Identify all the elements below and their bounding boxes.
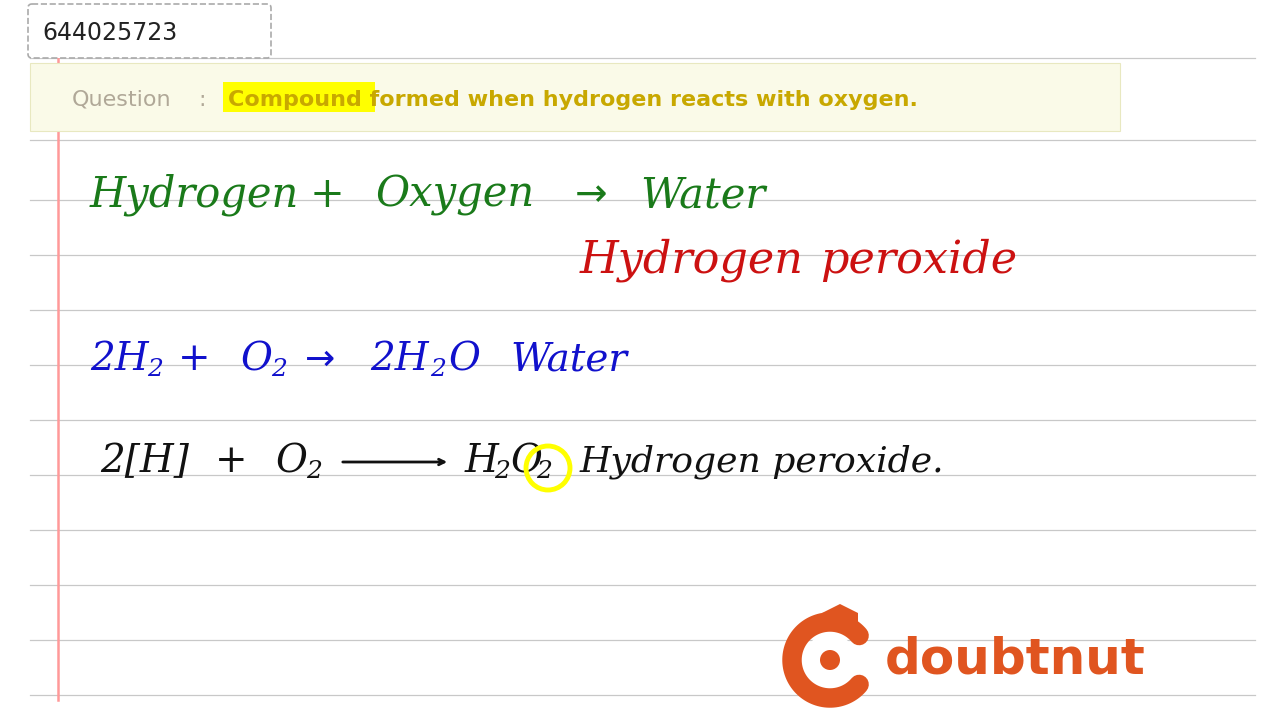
- Text: 2H: 2H: [90, 341, 148, 379]
- Text: O: O: [448, 341, 480, 379]
- FancyBboxPatch shape: [822, 613, 858, 623]
- Text: →: →: [305, 343, 335, 377]
- FancyBboxPatch shape: [28, 4, 271, 58]
- Text: 2: 2: [306, 461, 321, 484]
- Text: 2: 2: [494, 461, 509, 484]
- Text: Water: Water: [509, 341, 627, 379]
- Text: 2H: 2H: [370, 341, 429, 379]
- Text: 644025723: 644025723: [42, 21, 177, 45]
- Text: H: H: [465, 444, 499, 480]
- Text: 2: 2: [536, 461, 552, 484]
- Text: Hydrogen: Hydrogen: [90, 174, 300, 216]
- Text: doubtnut: doubtnut: [884, 636, 1146, 684]
- Circle shape: [820, 650, 840, 670]
- Text: Compound formed when hydrogen reacts with oxygen.: Compound formed when hydrogen reacts wit…: [228, 90, 918, 110]
- Text: +: +: [310, 174, 344, 216]
- Text: 2[H]: 2[H]: [100, 444, 189, 480]
- Text: Hydrogen: Hydrogen: [580, 238, 804, 282]
- Text: :: :: [198, 90, 206, 110]
- Text: peroxide: peroxide: [820, 238, 1018, 282]
- Text: Question: Question: [72, 90, 172, 110]
- Text: O: O: [509, 444, 541, 480]
- Text: Water: Water: [640, 174, 765, 216]
- FancyBboxPatch shape: [223, 82, 375, 112]
- FancyBboxPatch shape: [29, 63, 1120, 131]
- Text: O: O: [241, 341, 271, 379]
- Text: Oxygen: Oxygen: [375, 174, 534, 216]
- Text: O: O: [275, 444, 307, 480]
- Text: →: →: [575, 176, 608, 214]
- Text: +: +: [215, 444, 247, 480]
- Text: 2: 2: [271, 359, 287, 382]
- Text: 2: 2: [430, 359, 445, 382]
- Text: Hydrogen peroxide.: Hydrogen peroxide.: [580, 445, 945, 480]
- Polygon shape: [822, 604, 858, 622]
- Text: +: +: [178, 341, 211, 379]
- Text: 2: 2: [147, 359, 163, 382]
